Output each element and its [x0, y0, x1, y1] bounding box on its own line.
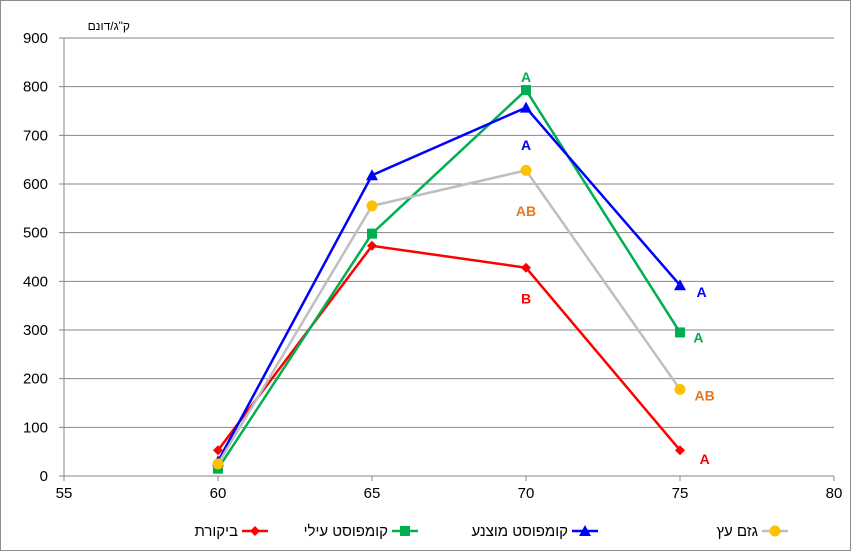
annotation-label: A	[521, 69, 531, 85]
x-tick-label: 75	[672, 485, 689, 502]
series-1	[213, 240, 685, 456]
y-tick-label: 200	[23, 371, 48, 388]
annotation-label: A	[521, 137, 531, 153]
annotation-label: B	[521, 290, 531, 306]
data-point	[366, 200, 378, 212]
y-tick-label: 100	[23, 419, 48, 436]
data-point	[674, 383, 686, 395]
legend-marker	[400, 526, 410, 536]
series-line	[217, 244, 681, 452]
annotation-label: A	[696, 284, 706, 300]
series-line	[216, 88, 682, 470]
data-point	[366, 169, 378, 181]
legend-item-2: קומפוסט עילי	[304, 523, 418, 540]
y-tick-label: 800	[23, 79, 48, 96]
x-tick-label: 65	[364, 485, 381, 502]
legend-label: ביקורת	[194, 523, 238, 540]
y-tick-label: 900	[23, 30, 48, 47]
data-point	[367, 228, 377, 239]
data-point	[521, 262, 531, 273]
annotation-label: A	[700, 451, 710, 467]
y-tick-label: 500	[23, 225, 48, 242]
data-point	[521, 85, 531, 96]
series-line	[216, 106, 681, 462]
data-point	[367, 240, 377, 251]
series-4	[212, 164, 686, 470]
x-tick-label: 70	[518, 485, 535, 502]
legend-item-4: גזם עץ	[716, 523, 788, 540]
legend-label: קומפוסט עילי	[304, 523, 389, 540]
legend-marker	[250, 526, 260, 536]
legend-label: גזם עץ	[716, 523, 758, 540]
y-tick-label: 700	[23, 127, 48, 144]
data-point	[520, 101, 532, 113]
data-point	[674, 279, 686, 291]
significance-annotations: A A AB B A A AB A	[516, 69, 715, 467]
series-line	[216, 169, 682, 465]
series-3	[212, 101, 686, 467]
data-point	[520, 164, 532, 176]
legend-label: קומפוסט מוצנע	[471, 523, 568, 540]
axes: 0 100 200 300 400 500 600 700 800 900 55 60 65 70 75 80	[23, 30, 842, 502]
y-tick-label: 300	[23, 322, 48, 339]
legend: ביקורת קומפוסט עילי קומפוסט מוצנע גזם עץ	[194, 523, 788, 540]
data-point	[675, 327, 685, 338]
data-point	[212, 458, 224, 470]
series-2	[213, 85, 685, 474]
legend-marker	[769, 525, 781, 537]
legend-item-1: ביקורת	[194, 523, 268, 540]
y-tick-label: 600	[23, 176, 48, 193]
y-tick-label: 400	[23, 273, 48, 290]
y-axis-unit-label: ק"ג/דונם	[88, 19, 130, 33]
data-point	[213, 445, 223, 456]
legend-marker	[579, 525, 591, 536]
data-point	[675, 445, 685, 456]
annotation-label: AB	[516, 203, 536, 219]
annotation-label: A	[693, 329, 703, 345]
annotation-label: AB	[695, 388, 715, 404]
x-tick-label: 55	[56, 485, 73, 502]
legend-item-3: קומפוסט מוצנע	[471, 523, 598, 540]
x-tick-label: 80	[826, 485, 843, 502]
x-tick-label: 60	[210, 485, 227, 502]
series-lines	[212, 85, 686, 474]
y-tick-label: 0	[40, 468, 48, 485]
